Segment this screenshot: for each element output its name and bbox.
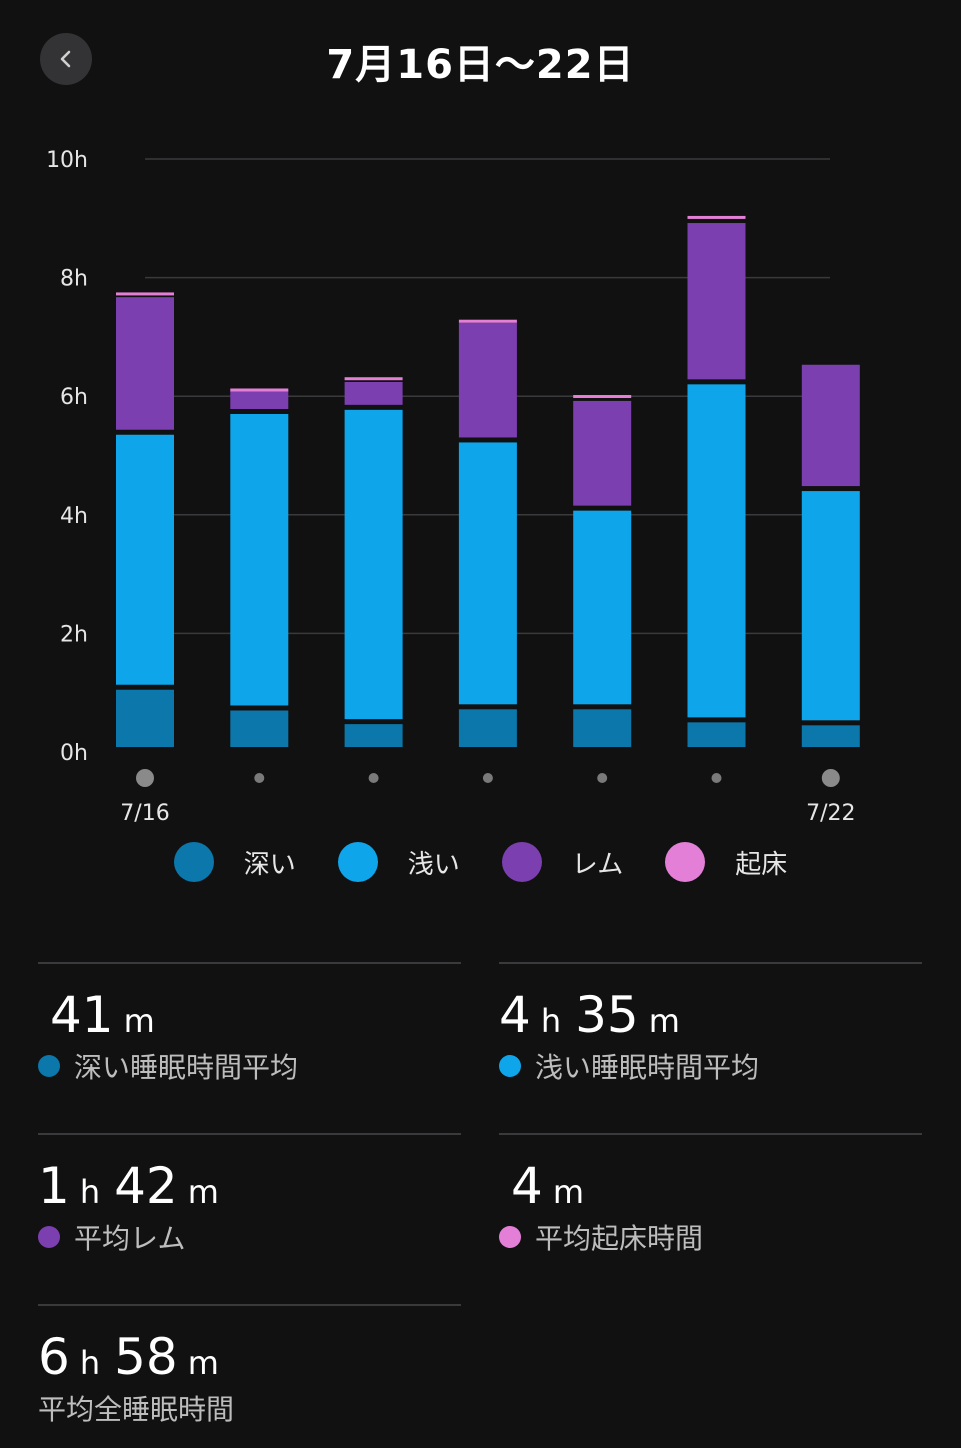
bar-segment-light[interactable] <box>344 409 403 720</box>
stat-unit: m <box>648 1002 680 1040</box>
bar-segment-deep[interactable] <box>687 722 746 747</box>
bar-segment-awake[interactable] <box>230 388 289 392</box>
bar-segment-deep[interactable] <box>116 689 174 747</box>
stat-unit: h <box>79 1344 101 1382</box>
bar-segment-rem[interactable] <box>116 297 174 430</box>
stat-dot-rem <box>38 1226 60 1248</box>
x-tick-label: 7/22 <box>806 801 855 826</box>
chevron-left-icon <box>60 50 71 68</box>
stat-unit: m <box>187 1344 219 1382</box>
bar-segment-awake[interactable] <box>116 292 174 296</box>
bar-segment-light[interactable] <box>801 491 860 721</box>
stat-dot-awake <box>499 1226 521 1248</box>
stat-dot-light <box>499 1055 521 1077</box>
y-tick-label: 6h <box>60 385 88 410</box>
stat-number: 6 <box>38 1328 70 1386</box>
stat-deep: 41 m 深い睡眠時間平均 <box>38 962 461 1086</box>
stat-value: 4 m <box>499 1157 922 1215</box>
stat-dot-deep <box>38 1055 60 1077</box>
legend-item-rem[interactable]: レム <box>501 842 624 882</box>
stat-unit: h <box>79 1173 101 1211</box>
y-tick-label: 0h <box>60 741 88 766</box>
page-title: 7月16日〜22日 <box>326 42 635 88</box>
x-tick-dot <box>482 773 493 783</box>
bar-segment-light[interactable] <box>573 510 632 705</box>
stat-number: 4 <box>511 1157 543 1215</box>
legend-swatch-awake <box>665 842 706 882</box>
y-tick-label: 2h <box>60 622 88 647</box>
legend-item-awake[interactable]: 起床 <box>665 842 787 882</box>
bar-segment-rem[interactable] <box>687 223 746 380</box>
stat-number: 42 <box>114 1157 178 1215</box>
chart-legend: 深い 浅い レム 起床 <box>0 842 961 882</box>
stat-number: 1 <box>38 1157 70 1215</box>
x-tick-dot <box>711 773 722 783</box>
legend-label: 浅い <box>407 849 460 880</box>
stat-total: 6 h 58 m 平均全睡眠時間 <box>38 1304 461 1428</box>
stat-value: 6 h 58 m <box>38 1328 461 1386</box>
bar-segment-awake[interactable] <box>687 215 746 219</box>
sleep-stacked-bar-chart: 0h 2h 4h 6h 8h 10h 7/16 7/22 <box>46 148 860 826</box>
stat-caption: 平均レム <box>38 1217 461 1257</box>
bar-segment-deep[interactable] <box>458 709 517 747</box>
stat-number: 4 <box>499 986 531 1044</box>
stat-rem: 1 h 42 m 平均レム <box>38 1133 461 1257</box>
bar-segment-deep[interactable] <box>801 725 860 747</box>
legend-label: レム <box>571 849 624 880</box>
stat-unit: m <box>552 1173 584 1211</box>
legend-item-light[interactable]: 浅い <box>337 842 460 882</box>
legend-swatch-deep <box>173 842 214 882</box>
stat-unit: m <box>123 1002 155 1040</box>
stat-value: 4 h 35 m <box>499 986 922 1044</box>
stat-caption-text: 平均全睡眠時間 <box>38 1393 235 1426</box>
bar-segment-rem[interactable] <box>230 390 289 409</box>
stat-caption-text: 平均レム <box>74 1222 186 1255</box>
bar-segment-awake[interactable] <box>344 377 403 381</box>
stat-value: 1 h 42 m <box>38 1157 461 1215</box>
y-tick-label: 10h <box>46 148 88 173</box>
bar-segment-light[interactable] <box>230 413 289 706</box>
x-tick-dot <box>254 773 265 783</box>
stat-number: 35 <box>575 986 639 1044</box>
y-tick-label: 8h <box>60 267 88 292</box>
x-tick-dot <box>597 773 608 783</box>
stat-caption-text: 平均起床時間 <box>535 1222 704 1255</box>
stat-number: 41 <box>50 986 114 1044</box>
stat-caption: 平均全睡眠時間 <box>38 1388 461 1428</box>
legend-label: 起床 <box>735 849 788 880</box>
bar-segment-rem[interactable] <box>573 400 632 506</box>
x-tick-dot <box>821 769 840 787</box>
bar-segment-deep[interactable] <box>230 710 289 747</box>
bar-segment-rem[interactable] <box>458 322 517 438</box>
bar-segment-awake[interactable] <box>458 319 517 323</box>
stat-light: 4 h 35 m 浅い睡眠時間平均 <box>499 962 922 1086</box>
x-tick-dot <box>368 773 379 783</box>
stat-caption: 浅い睡眠時間平均 <box>499 1046 922 1086</box>
legend-label: 深い <box>243 849 296 880</box>
bar-segment-light[interactable] <box>458 442 517 705</box>
legend-item-deep[interactable]: 深い <box>173 842 296 882</box>
stat-caption: 深い睡眠時間平均 <box>38 1046 461 1086</box>
bar-segment-light[interactable] <box>116 434 174 685</box>
legend-swatch-light <box>337 842 378 882</box>
x-tick-label: 7/16 <box>120 801 169 826</box>
y-tick-label: 4h <box>60 504 88 529</box>
bar-segment-rem[interactable] <box>801 364 860 487</box>
stat-caption-text: 浅い睡眠時間平均 <box>535 1051 760 1084</box>
stat-caption: 平均起床時間 <box>499 1217 922 1257</box>
bar-segment-deep[interactable] <box>344 724 403 747</box>
stat-number: 58 <box>114 1328 178 1386</box>
stat-unit: h <box>540 1002 562 1040</box>
stat-unit: m <box>187 1173 219 1211</box>
bar-segment-deep[interactable] <box>573 709 632 747</box>
bar-segment-light[interactable] <box>687 384 746 718</box>
stat-value: 41 m <box>38 986 461 1044</box>
back-button[interactable] <box>40 33 92 85</box>
x-tick-dot <box>136 769 154 787</box>
bar-segment-rem[interactable] <box>344 381 403 405</box>
legend-swatch-rem <box>501 842 542 882</box>
stat-awake: 4 m 平均起床時間 <box>499 1133 922 1257</box>
bar-segment-awake[interactable] <box>573 395 632 399</box>
stat-caption-text: 深い睡眠時間平均 <box>74 1051 299 1084</box>
